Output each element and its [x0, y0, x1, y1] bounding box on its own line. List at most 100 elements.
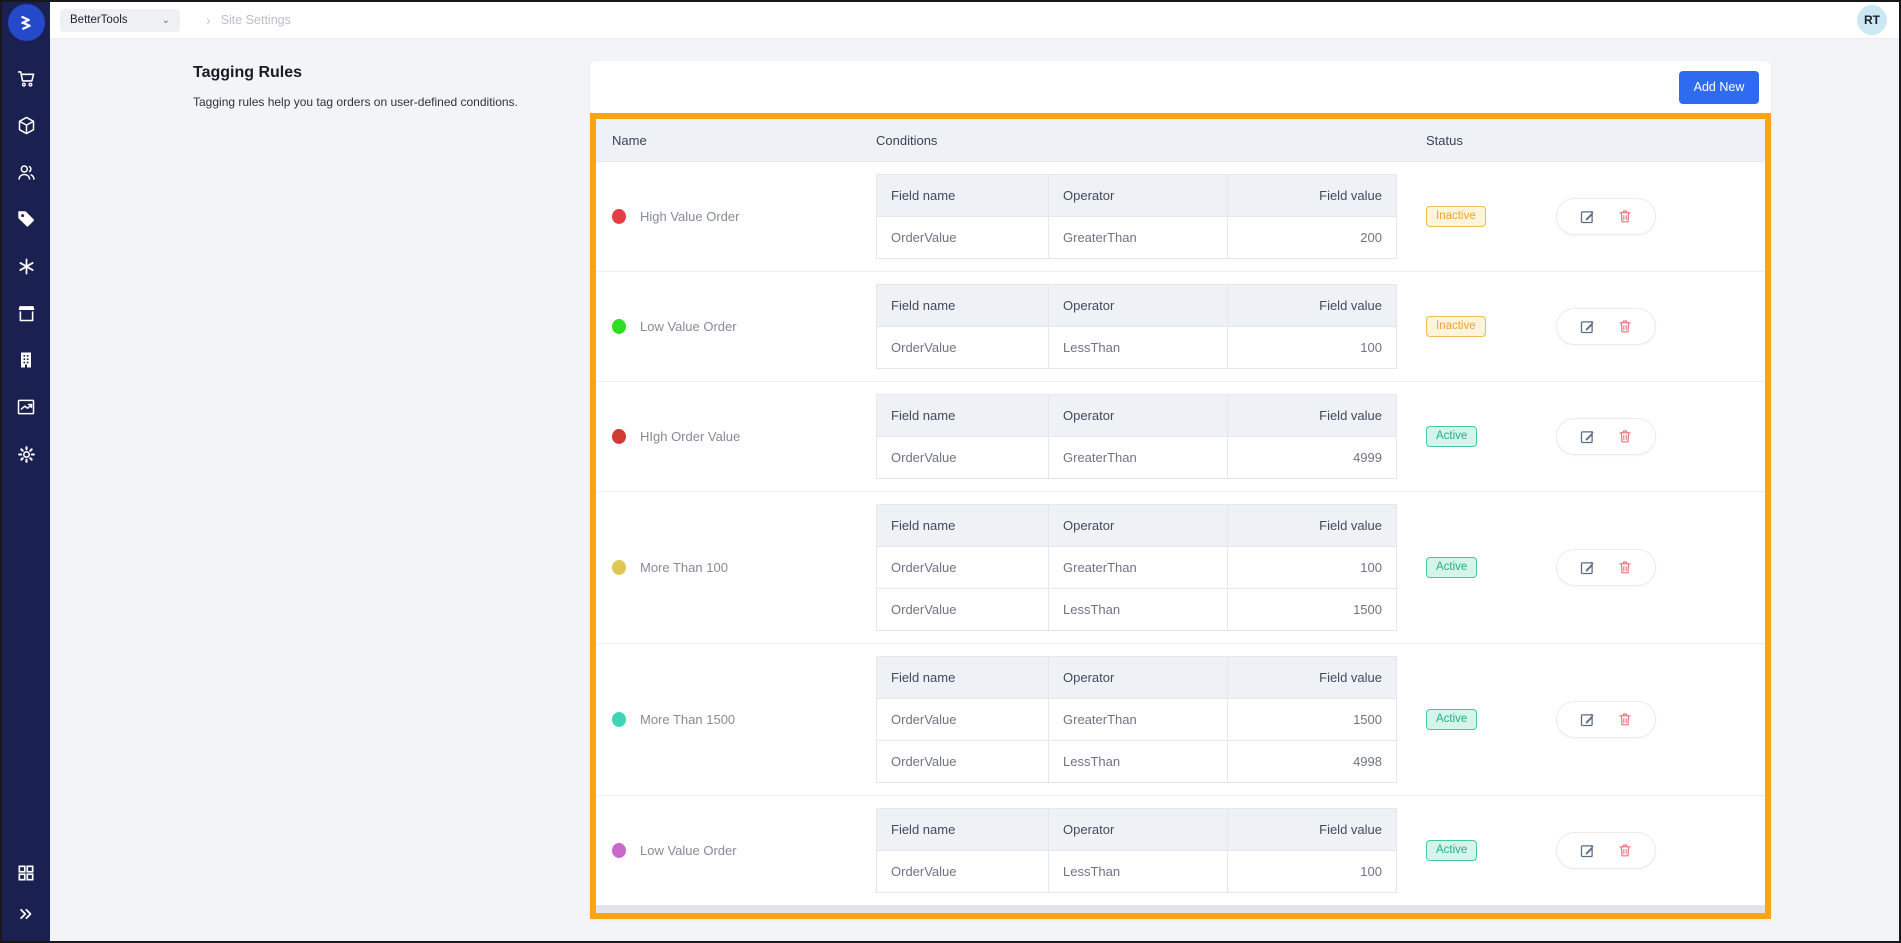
- sidebar-expand-button[interactable]: [13, 901, 39, 927]
- analytics-icon: [17, 399, 35, 415]
- card-header: Add New: [590, 61, 1771, 113]
- rule-name: HIgh Order Value: [640, 429, 741, 444]
- breadcrumb: › Site Settings: [206, 12, 291, 28]
- app-switcher-label: BetterTools: [70, 14, 128, 26]
- tag-icon: [18, 211, 35, 227]
- rule-conditions-cell: Field name Operator Field value OrderValue G…: [876, 656, 1426, 783]
- conditions-table: Field name Operator Field value OrderValue L…: [876, 284, 1397, 369]
- sidebar-nav: [13, 65, 39, 467]
- condition-value-cell: GreaterThan: [1049, 699, 1228, 740]
- edit-rule-button[interactable]: [1579, 318, 1596, 335]
- rule-actions-cell: [1556, 832, 1765, 869]
- breadcrumb-page-label[interactable]: Site Settings: [220, 13, 291, 27]
- rule-name-cell: Low Value Order: [596, 843, 876, 858]
- edit-rule-button[interactable]: [1579, 559, 1596, 576]
- condition-value-cell: 1500: [1353, 602, 1382, 617]
- add-new-button[interactable]: Add New: [1679, 70, 1759, 104]
- tagging-rules-card: Add New Name Conditions Status High Valu…: [590, 61, 1771, 919]
- trash-icon: [1619, 561, 1631, 574]
- delete-rule-button[interactable]: [1617, 711, 1633, 728]
- apps-grid-icon: [18, 865, 34, 881]
- edit-rule-button[interactable]: [1579, 428, 1596, 445]
- user-avatar[interactable]: RT: [1857, 5, 1887, 35]
- row-actions-pill: [1556, 549, 1656, 586]
- cart-icon: [17, 70, 34, 87]
- collapse-chevrons-icon: [20, 908, 32, 920]
- condition-column-header: Field name: [877, 657, 1049, 698]
- conditions-table: Field name Operator Field value OrderValue G…: [876, 504, 1397, 631]
- status-badge: Active: [1426, 709, 1478, 730]
- rule-color-dot: [612, 712, 626, 727]
- column-header-status: Status: [1426, 132, 1463, 148]
- condition-column-header: Field name: [877, 175, 1049, 216]
- column-header-name: Name: [612, 132, 647, 148]
- delete-rule-button[interactable]: [1617, 842, 1633, 859]
- sidebar-item-integrations[interactable]: [13, 253, 39, 279]
- app-logo[interactable]: [7, 4, 45, 41]
- condition-column-header: Operator: [1049, 395, 1228, 436]
- store-icon: [18, 305, 34, 321]
- sidebar-item-storefront[interactable]: [13, 300, 39, 326]
- condition-column-header: Operator: [1049, 809, 1228, 850]
- building-icon: [21, 352, 31, 368]
- sidebar-item-products[interactable]: [13, 112, 39, 138]
- edit-icon: [1580, 561, 1594, 575]
- breadcrumb-chevron-icon: ›: [206, 12, 211, 28]
- row-actions-pill: [1556, 308, 1656, 345]
- row-actions-pill: [1556, 832, 1656, 869]
- rule-status-cell: Inactive: [1426, 316, 1556, 337]
- condition-value-cell: GreaterThan: [1049, 217, 1228, 258]
- conditions-table: Field name Operator Field value OrderValue G…: [876, 174, 1397, 259]
- rule-actions-cell: [1556, 198, 1765, 235]
- sidebar-item-settings[interactable]: [13, 441, 39, 467]
- edit-icon: [1580, 320, 1594, 334]
- status-badge: Active: [1426, 426, 1478, 447]
- delete-rule-button[interactable]: [1617, 428, 1633, 445]
- condition-value-cell: 1500: [1353, 712, 1382, 727]
- condition-value-cell: LessThan: [1049, 327, 1228, 368]
- chevron-down-icon: ⌄: [161, 14, 170, 26]
- trash-icon: [1619, 844, 1631, 857]
- page-content: Tagging Rules Tagging rules help you tag…: [50, 39, 1899, 941]
- condition-value-cell: LessThan: [1049, 589, 1228, 630]
- condition-column-header: Field value: [1319, 518, 1382, 533]
- rule-name: Low Value Order: [640, 319, 737, 334]
- condition-value-cell: 100: [1360, 864, 1382, 879]
- sidebar-item-tagging-rules[interactable]: [13, 206, 39, 232]
- rule-color-dot: [612, 429, 626, 444]
- table-row: Low Value Order Field name Operator Field …: [596, 271, 1765, 381]
- table-row: More Than 100 Field name Operator Field va…: [596, 491, 1765, 643]
- app-switcher-dropdown[interactable]: BetterTools ⌄: [60, 8, 180, 32]
- delete-rule-button[interactable]: [1617, 208, 1633, 225]
- condition-value-cell: OrderValue: [877, 699, 1049, 740]
- rule-color-dot: [612, 209, 626, 224]
- rule-conditions-cell: Field name Operator Field value OrderValue L…: [876, 808, 1426, 893]
- zigzag-logo-icon: [21, 15, 31, 30]
- sidebar-item-orders[interactable]: [13, 65, 39, 91]
- horizontal-scrollbar[interactable]: [596, 905, 1765, 913]
- condition-value-cell: LessThan: [1049, 851, 1228, 892]
- edit-rule-button[interactable]: [1579, 842, 1596, 859]
- condition-value-cell: OrderValue: [877, 217, 1049, 258]
- condition-column-header: Field value: [1319, 408, 1382, 423]
- sidebar-item-customers[interactable]: [13, 159, 39, 185]
- condition-value-cell: GreaterThan: [1049, 547, 1228, 588]
- sidebar-item-company[interactable]: [13, 347, 39, 373]
- rule-status-cell: Active: [1426, 709, 1556, 730]
- delete-rule-button[interactable]: [1617, 318, 1633, 335]
- rule-name: Low Value Order: [640, 843, 737, 858]
- apps-menu-button[interactable]: [13, 860, 39, 886]
- rule-actions-cell: [1556, 308, 1765, 345]
- tagging-rules-table-highlighted: Name Conditions Status High Value Order …: [590, 113, 1771, 919]
- sidebar-bottom: [13, 860, 39, 927]
- edit-rule-button[interactable]: [1579, 711, 1596, 728]
- sidebar-item-analytics[interactable]: [13, 394, 39, 420]
- delete-rule-button[interactable]: [1617, 559, 1633, 576]
- condition-value-cell: OrderValue: [877, 327, 1049, 368]
- edit-rule-button[interactable]: [1579, 208, 1596, 225]
- rule-name-cell: HIgh Order Value: [596, 429, 876, 444]
- rule-actions-cell: [1556, 701, 1765, 738]
- table-row: Low Value Order Field name Operator Field …: [596, 795, 1765, 905]
- condition-column-header: Field name: [877, 285, 1049, 326]
- asterisk-icon: [18, 258, 34, 274]
